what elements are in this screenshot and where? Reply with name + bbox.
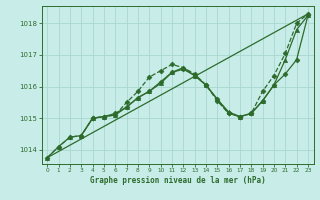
X-axis label: Graphe pression niveau de la mer (hPa): Graphe pression niveau de la mer (hPa) <box>90 176 266 185</box>
